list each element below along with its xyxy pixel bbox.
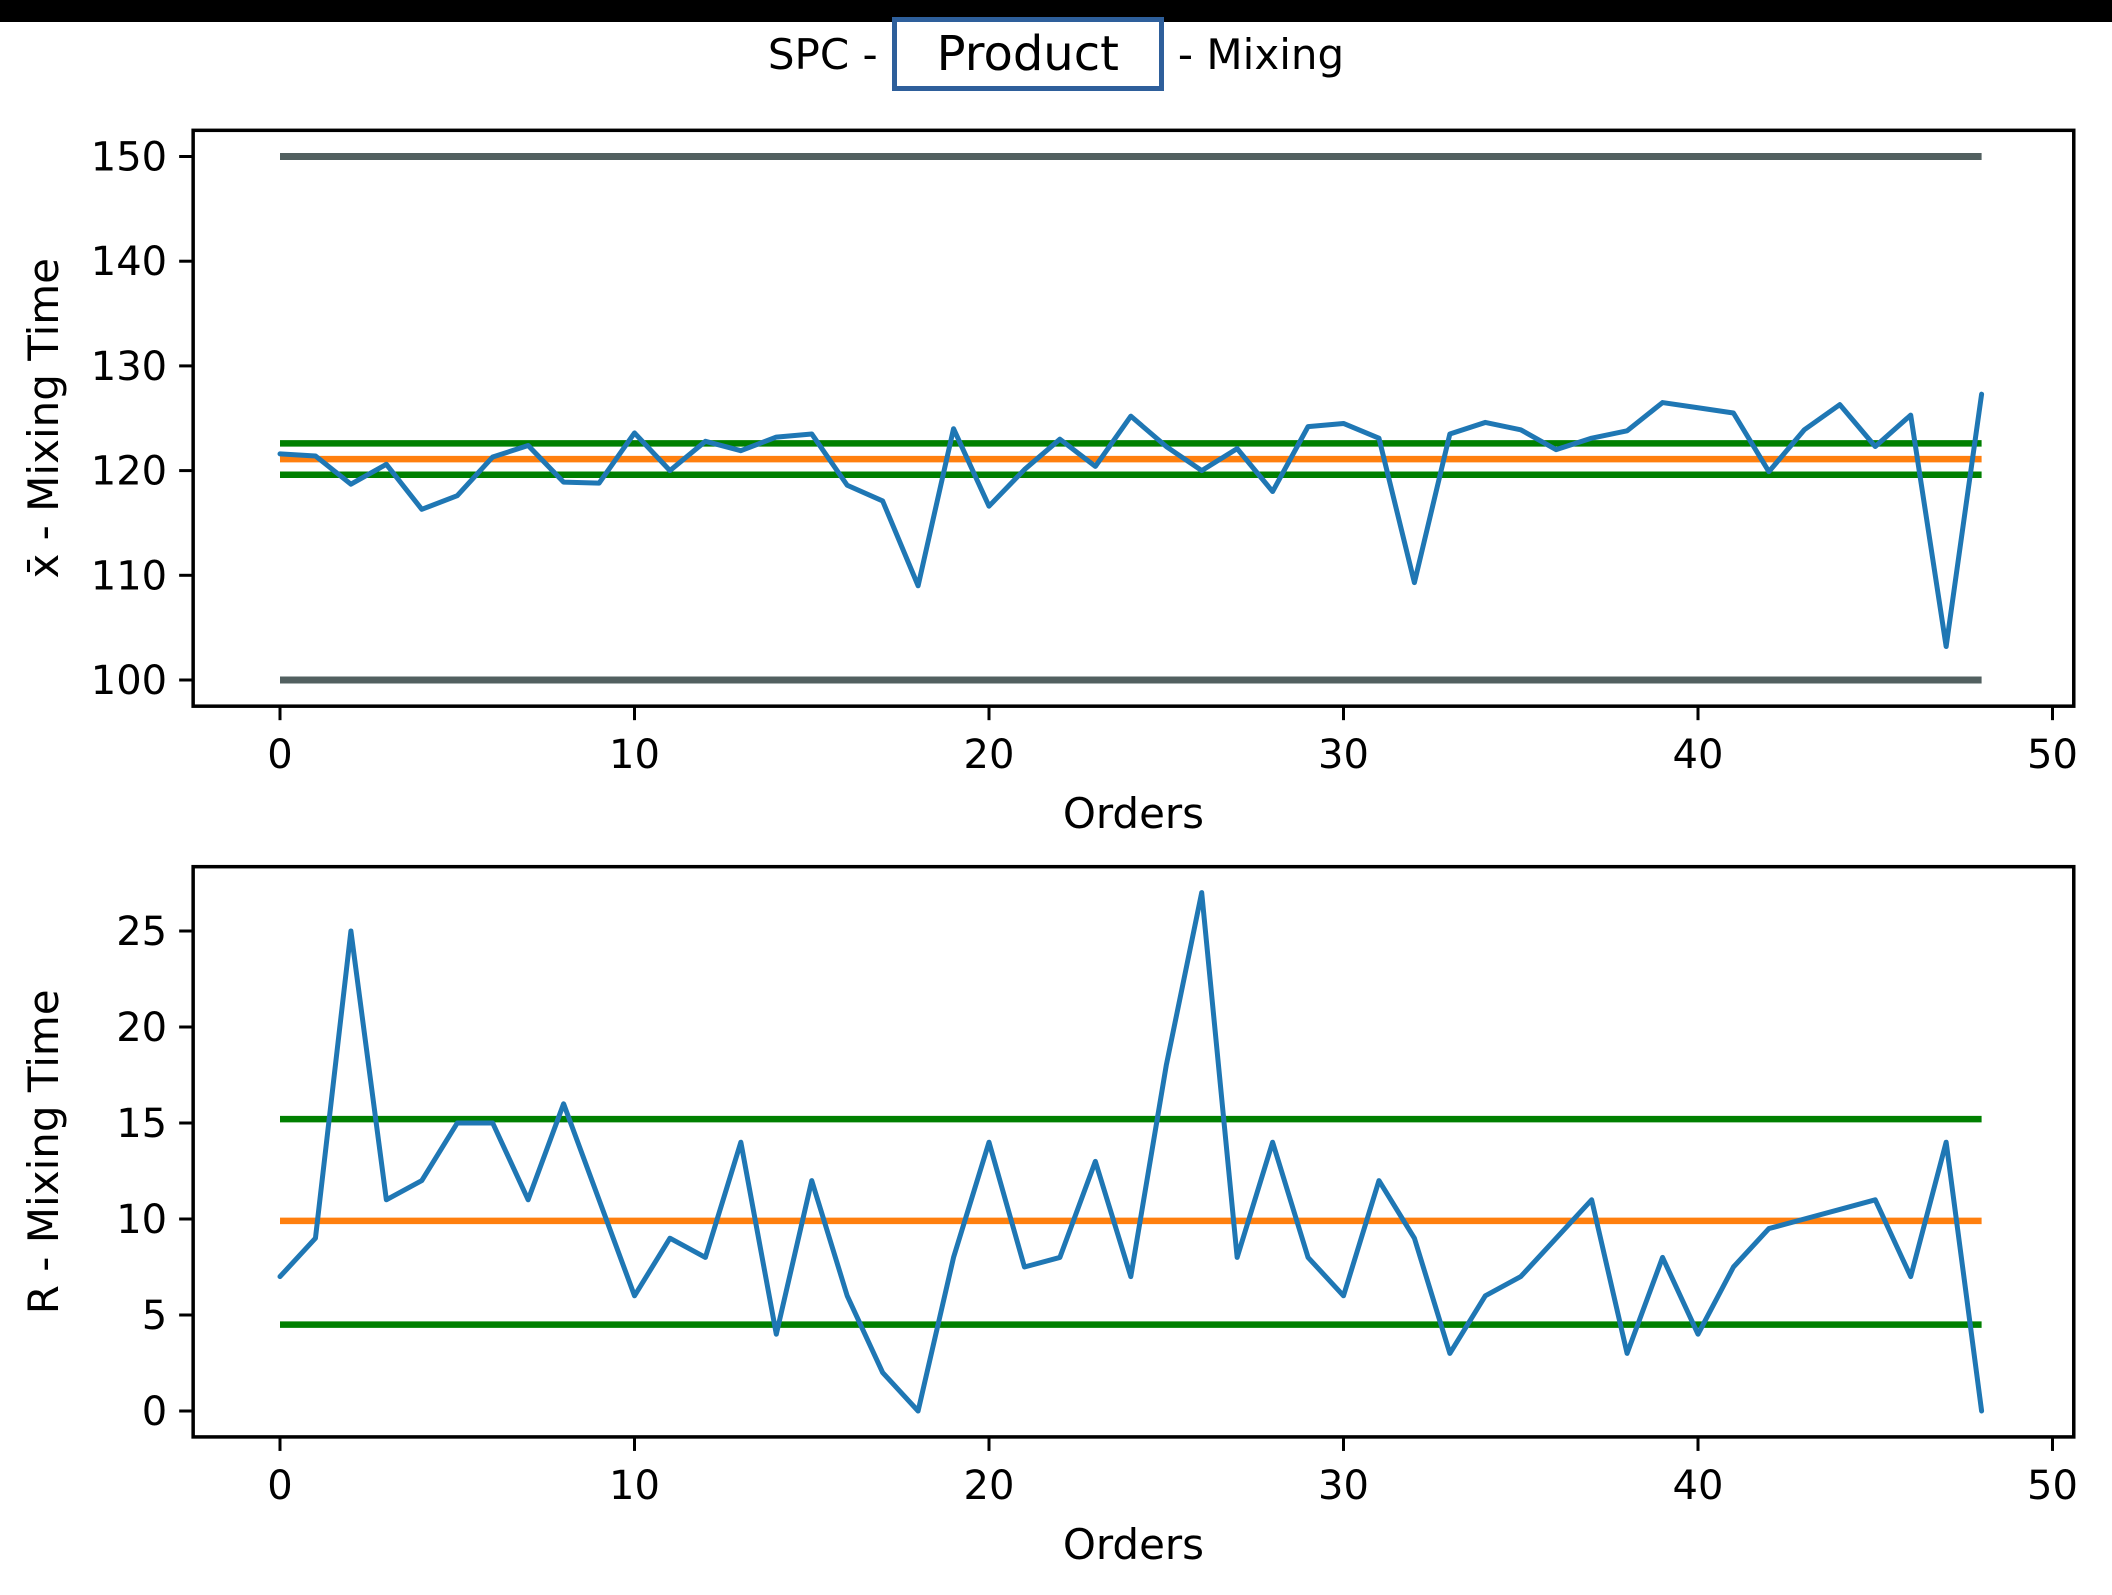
xbar-chart-frame (191, 128, 2076, 708)
r-chart-xtick-label: 20 (964, 1463, 1015, 1509)
window-top-bar (0, 0, 2112, 22)
r-chart-xtick-label: 40 (1673, 1463, 1724, 1509)
r-chart-series (277, 890, 1985, 1414)
xbar-chart-xtick-label: 0 (267, 732, 292, 778)
xbar-chart-xtick-label: 20 (964, 732, 1015, 778)
xbar-chart-xtick-label: 40 (1673, 732, 1724, 778)
xbar-chart-ytick-label: 130 (91, 344, 167, 390)
product-selector[interactable]: Product (891, 16, 1164, 92)
r-chart: 0 5 10 15 20 25 0 10 20 30 40 50 Orders R - Mixing Ti… (19, 864, 2078, 1569)
r-chart-ytick-label: 15 (116, 1101, 167, 1147)
title-suffix: - Mixing (1177, 29, 1345, 79)
xbar-chart-xtick-label: 50 (2027, 732, 2078, 778)
xbar-chart: 100 110 120 130 140 150 0 10 20 30 40 50 Orders x̄ - … (19, 128, 2078, 838)
xbar-chart-xtick-label: 30 (1318, 732, 1369, 778)
r-chart-ytick-label: 0 (142, 1389, 167, 1435)
r-chart-xtick-label: 0 (267, 1463, 292, 1509)
r-chart-xtick-label: 50 (2027, 1463, 2078, 1509)
r-chart-xaxis-label: Orders (1063, 1520, 1204, 1569)
xbar-chart-ytick-label: 100 (91, 658, 167, 704)
xbar-chart-xaxis-label: Orders (1063, 789, 1204, 838)
r-chart-xtick-label: 10 (609, 1463, 660, 1509)
xbar-chart-ytick-label: 150 (91, 135, 167, 181)
xbar-chart-yaxis-label: x̄ - Mixing Time (19, 258, 68, 579)
r-chart-ytick-label: 10 (116, 1197, 167, 1243)
chart-title: SPC - Product - Mixing (0, 6, 2112, 102)
title-prefix: SPC - (767, 29, 878, 79)
r-chart-ytick-label: 25 (116, 909, 167, 955)
r-chart-xtick-label: 30 (1318, 1463, 1369, 1509)
xbar-chart-ytick-label: 140 (91, 239, 167, 285)
xbar-chart-series (277, 391, 1985, 649)
r-chart-frame (191, 864, 2076, 1439)
xbar-chart-ytick-label: 110 (91, 553, 167, 599)
r-chart-yaxis-label: R - Mixing Time (19, 989, 68, 1314)
r-chart-ytick-label: 5 (142, 1293, 167, 1339)
r-chart-ytick-label: 20 (116, 1005, 167, 1051)
xbar-chart-xtick-label: 10 (609, 732, 660, 778)
xbar-chart-ytick-label: 120 (91, 449, 167, 495)
